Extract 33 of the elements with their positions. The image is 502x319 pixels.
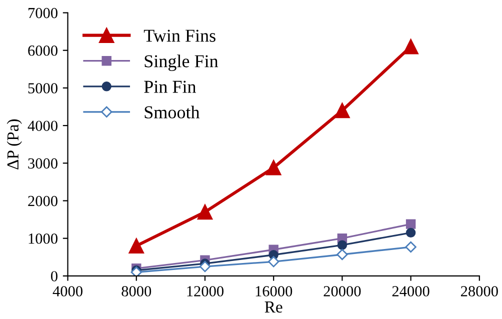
point bbox=[334, 102, 350, 118]
y-tick-label: 1000 bbox=[28, 233, 58, 244]
point bbox=[405, 241, 416, 253]
y-tick-label: 6000 bbox=[28, 45, 58, 56]
x-tick-label: 16000 bbox=[256, 286, 292, 296]
x-tick-label: 12000 bbox=[187, 286, 224, 296]
point bbox=[268, 256, 280, 268]
y-tick-label: 0 bbox=[50, 271, 58, 282]
point bbox=[128, 238, 144, 254]
x-tick-label: 4000 bbox=[52, 286, 82, 296]
y-tick-label: 3000 bbox=[28, 158, 58, 169]
x-tick-label: 20000 bbox=[324, 286, 361, 296]
point bbox=[337, 240, 348, 250]
x-tick-label: 24000 bbox=[392, 286, 430, 296]
point bbox=[199, 260, 211, 272]
y-tick-label: 4000 bbox=[28, 120, 58, 131]
point bbox=[406, 228, 416, 238]
legend-label: Pin Fin bbox=[144, 80, 196, 93]
legend-label: Smooth bbox=[144, 106, 200, 118]
y-axis-title: ΔP (Pa) bbox=[6, 119, 22, 170]
x-tick-label: 8000 bbox=[122, 286, 152, 296]
legend-label: Twin Fins bbox=[144, 30, 216, 42]
point bbox=[197, 204, 213, 220]
legend-label: Single Fin bbox=[144, 54, 218, 72]
y-tick-label: 5000 bbox=[28, 83, 58, 94]
x-axis-title: Re bbox=[264, 302, 282, 313]
point bbox=[406, 219, 416, 229]
y-tick-label: 2000 bbox=[28, 196, 58, 206]
point bbox=[336, 248, 348, 260]
point bbox=[266, 160, 282, 176]
point bbox=[403, 38, 418, 54]
x-tick-label: 28000 bbox=[460, 286, 498, 296]
y-tick-label: 7000 bbox=[28, 8, 58, 18]
